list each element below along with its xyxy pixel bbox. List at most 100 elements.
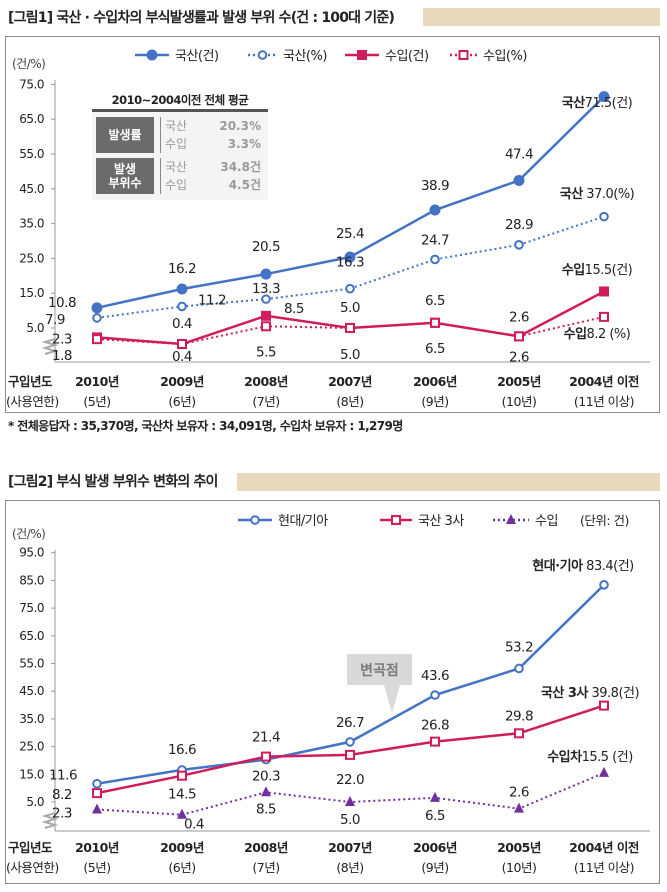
data-label: 2.6 [509, 349, 529, 365]
data-label: 38.9 [421, 178, 449, 194]
legend-item: 국산(%) [248, 49, 327, 64]
data-label: 25.4 [336, 226, 364, 242]
data-label: 5.0 [340, 347, 360, 363]
y-axis-label: (건/%) [12, 57, 45, 71]
data-point [92, 334, 102, 345]
end-label: 수입8.2 (%) [564, 327, 631, 342]
data-label: 16.3 [336, 255, 364, 271]
y-tick-label: 45.0 [19, 182, 44, 196]
data-label: 16.2 [168, 261, 196, 277]
x-tick-sublabel: (6년) [168, 394, 195, 409]
end-label-name: 국산 [560, 186, 583, 202]
data-label: 14.5 [168, 787, 196, 803]
data-label: 20.5 [252, 239, 280, 255]
data-point [261, 786, 271, 797]
end-label: 수입차15.5 (건) [547, 749, 633, 765]
data-label: 26.7 [336, 715, 364, 731]
data-label: 22.0 [336, 772, 364, 788]
data-label: 2.6 [509, 309, 529, 325]
data-point [177, 301, 187, 312]
figure1-chart-frame [5, 36, 660, 413]
series-국산(건): 10.8 16.2 20.5 25.4 38.9 47.4 국산 71.5(건) [48, 91, 633, 314]
x-tick-label: 2008년 [244, 374, 288, 389]
legend-label: 수입(건) [385, 49, 429, 64]
x-tick-label: 2009년 [160, 840, 204, 855]
y-tick-label: 55.0 [19, 657, 44, 671]
x-tick-label: 2007년 [328, 374, 372, 389]
data-label: 20.3 [252, 769, 280, 785]
data-point [599, 766, 609, 777]
end-label: 현대·기아 83.4(건) [532, 558, 633, 574]
x-tick-sublabel: (5년) [83, 394, 110, 409]
data-point [177, 339, 187, 350]
y-axis-label: (건/%) [12, 527, 45, 541]
data-label: 43.6 [421, 668, 449, 684]
legend-label: 수입(%) [483, 49, 527, 64]
x-tick-sublabel: (9년) [421, 394, 448, 409]
data-point [345, 283, 355, 294]
legend-item: 현대/기아 [238, 514, 329, 529]
data-point [599, 580, 609, 590]
figure1-title-bar [423, 8, 660, 26]
data-point [599, 286, 609, 297]
data-point [514, 331, 524, 342]
series-수입: 2.3 0.4 8.5 5.0 6.5 2.6 수입차15.5 (건) [52, 749, 633, 833]
summary-row: 국산 34.8건 [165, 158, 261, 176]
data-label: 0.4 [184, 817, 204, 833]
figure1-title: [그림1] 국산 · 수입차의 부식발생률과 발생 부위 수(건 : 100대 … [8, 10, 395, 26]
summary-row-value: 3.3% [227, 137, 261, 151]
series-국산(%): 7.9 11.2 13.3 16.3 24.7 28.9 국산 37.0(%) [45, 186, 635, 328]
data-label: 0.4 [172, 316, 192, 332]
y-tick-label: 25.0 [19, 740, 44, 754]
y-tick-label: 75.0 [19, 601, 44, 615]
x-tick-label: 2004년 이전 [569, 840, 639, 855]
data-point [261, 751, 271, 762]
data-label: 11.2 [198, 292, 226, 308]
x-tick-sublabel: (9년) [421, 860, 448, 875]
x-tick-sublabel: (7년) [252, 860, 279, 875]
y-tick-label: 5.0 [26, 795, 44, 809]
data-label: 2.3 [52, 331, 72, 347]
data-point [344, 251, 356, 263]
end-label: 국산 37.0(%) [560, 186, 635, 202]
data-point [429, 204, 441, 216]
data-point [345, 796, 355, 806]
chart-1: (건/%) 5.0 15.0 25.0 35.0 45.0 55.0 65.0 75.0 구입년도… [6, 49, 650, 409]
x-tick-label: 2010년 [75, 840, 119, 855]
series-현대/기아: 11.6 16.6 20.3 26.7 43.6 53.2 현대·기아 83.4(건) [49, 558, 634, 789]
end-label-name: 수입 [562, 263, 585, 278]
data-label: 47.4 [505, 146, 533, 162]
data-point [430, 317, 440, 328]
x-axis-sublabel: (사용연한) [6, 394, 59, 409]
data-point [599, 700, 609, 711]
data-point [514, 802, 524, 813]
data-point [176, 283, 188, 295]
data-point [430, 254, 440, 265]
data-label: 6.5 [425, 293, 445, 309]
data-label: 24.7 [421, 232, 449, 248]
y-tick-label: 55.0 [19, 147, 44, 161]
x-tick-label: 2008년 [244, 840, 288, 855]
callout-pointer [384, 685, 400, 713]
data-point [92, 313, 102, 323]
data-point [260, 268, 272, 280]
end-label-value: 37.0(%) [583, 187, 635, 202]
summary-row: 수입 3.3% [165, 135, 261, 153]
data-point [430, 736, 440, 747]
x-tick-label: 2007년 [328, 840, 372, 855]
data-label: 10.8 [48, 295, 76, 311]
end-label-value: 71.5(건) [585, 96, 633, 111]
legend-marker [357, 50, 367, 60]
data-point [91, 302, 103, 314]
end-label-name: 수입차 [547, 749, 582, 765]
summary-group-rate: 발생률 국산 20.3% 수입 3.3% [92, 117, 268, 153]
data-label: 5.0 [340, 300, 360, 316]
y-tick-label: 15.0 [19, 767, 44, 781]
end-label-value: 15.5 (건) [582, 750, 633, 765]
summary-row-value: 20.3% [219, 119, 261, 133]
end-label: 국산 3사 39.8(건) [541, 685, 639, 701]
series-수입(%): 1.8 0.4 5.5 5.0 6.5 2.6 수입8.2 (%) [52, 311, 631, 365]
y-tick-label: 65.0 [19, 112, 44, 126]
average-summary-box: 2010~2004이전 전체 평균 발생률 국산 20.3% 수입 3.3% 발생 … [92, 92, 268, 200]
data-point [261, 321, 271, 332]
